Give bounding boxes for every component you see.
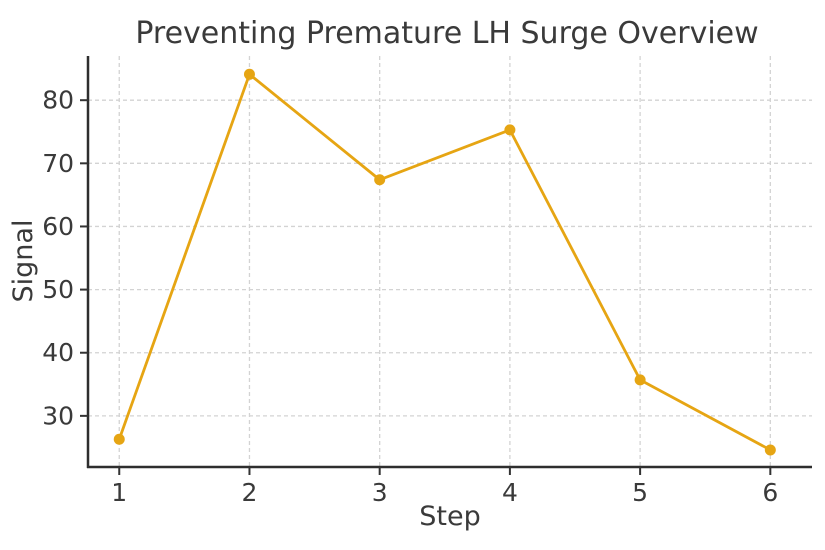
x-tick-label: 4	[502, 478, 518, 507]
data-point-marker	[504, 124, 516, 136]
axes-spines	[86, 56, 812, 469]
x-axis-label: Step	[419, 501, 480, 532]
y-axis-label: Signal	[8, 220, 39, 303]
chart-title: Preventing Premature LH Surge Overview	[135, 16, 758, 51]
y-tick-label: 40	[42, 338, 74, 367]
data-point-marker	[113, 433, 125, 445]
data-point-marker	[764, 444, 776, 456]
y-tick-label: 80	[42, 86, 74, 115]
x-tick-label: 5	[632, 478, 648, 507]
tick-labels: 1 2 3 4 5 6 30 40 50 60 70 80	[42, 86, 778, 507]
y-tick-label: 70	[42, 149, 74, 178]
data-line	[117, 72, 772, 452]
data-point-marker	[243, 68, 255, 80]
x-tick-label: 6	[762, 478, 778, 507]
data-point-marker	[374, 174, 386, 186]
data-series	[113, 68, 776, 456]
data-point-marker	[634, 374, 646, 386]
y-tick-label: 60	[42, 212, 74, 241]
tick-marks	[80, 99, 772, 475]
y-tick-label: 30	[42, 401, 74, 430]
gridlines	[88, 56, 812, 467]
y-tick-label: 50	[42, 275, 74, 304]
x-tick-label: 2	[242, 478, 258, 507]
x-tick-label: 3	[372, 478, 388, 507]
x-tick-label: 1	[111, 478, 127, 507]
